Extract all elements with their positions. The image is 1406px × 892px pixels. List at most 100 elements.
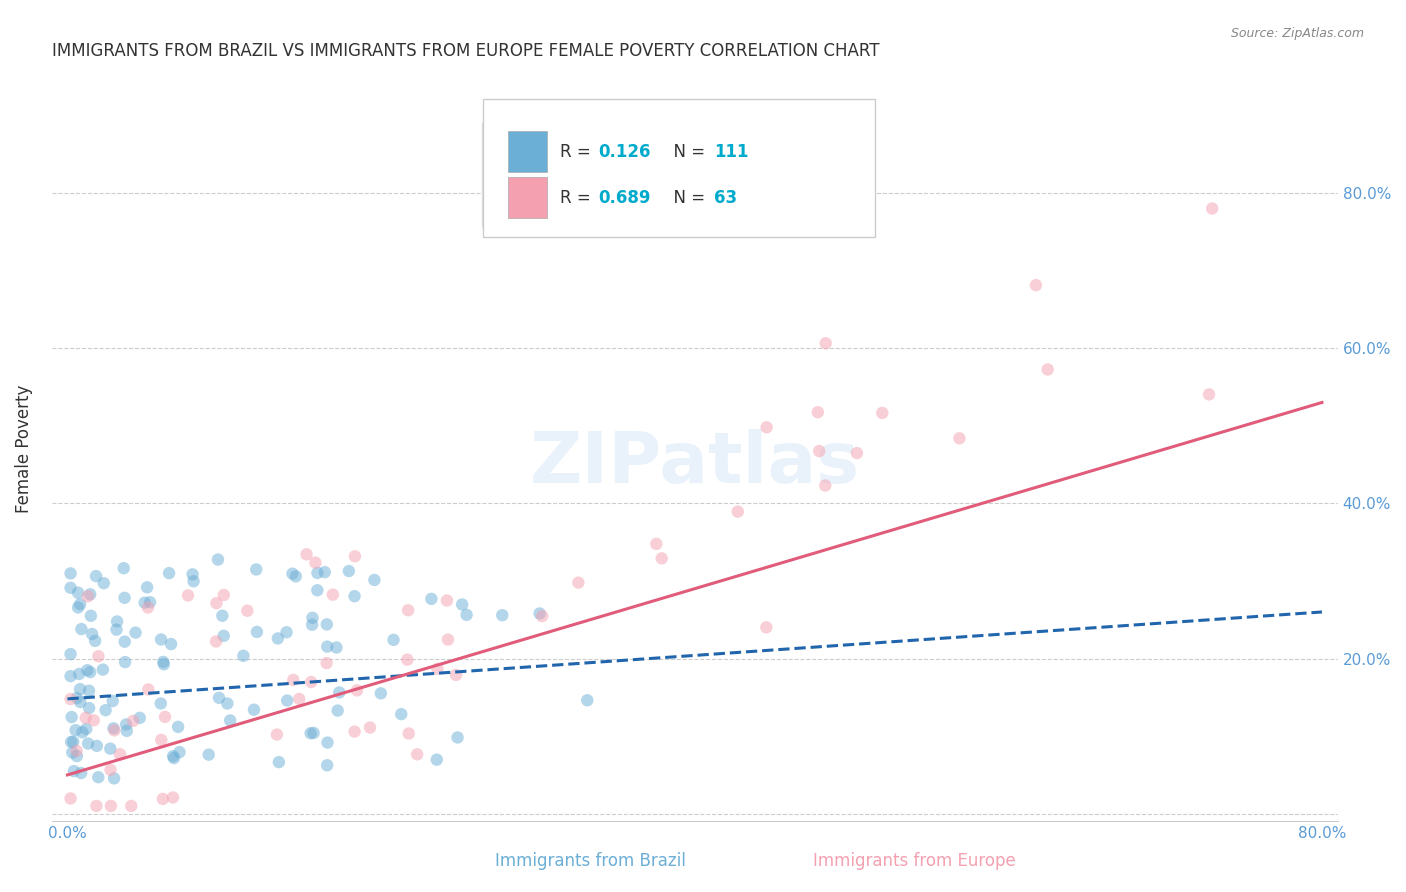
Point (76, 589, 98, 603)
Point (301, 617, 323, 632)
Point (727, 505, 749, 519)
Point (337, 564, 360, 578)
Point (325, 640, 347, 655)
Point (343, 549, 366, 564)
Point (134, 596, 156, 610)
Point (398, 726, 420, 740)
Point (62, 735, 84, 749)
Point (82, 627, 104, 641)
FancyBboxPatch shape (482, 99, 875, 236)
Point (389, 707, 412, 722)
Point (153, 710, 176, 724)
Point (316, 758, 339, 772)
Point (77, 683, 100, 698)
Text: 0.126: 0.126 (598, 143, 651, 161)
Point (396, 603, 419, 617)
Point (60, 746, 83, 760)
Point (103, 772, 125, 786)
Point (122, 714, 145, 728)
Point (114, 634, 136, 648)
Point (105, 615, 128, 629)
Bar (508, 178, 547, 219)
Point (808, 444, 831, 458)
Point (217, 697, 239, 711)
Point (152, 655, 174, 669)
Point (406, 747, 429, 762)
Point (304, 556, 326, 570)
Point (91, 663, 114, 677)
Point (157, 566, 180, 581)
Point (162, 790, 184, 805)
Point (149, 697, 172, 711)
Point (150, 732, 173, 747)
Point (281, 566, 304, 581)
Point (83, 714, 105, 728)
Point (576, 693, 599, 707)
Point (72, 725, 94, 739)
Point (115, 723, 138, 738)
Text: 111: 111 (714, 143, 748, 161)
Point (169, 745, 191, 759)
Point (211, 608, 233, 623)
Point (59, 566, 82, 581)
Point (651, 551, 673, 566)
Point (105, 623, 128, 637)
Point (343, 589, 366, 603)
Point (197, 747, 219, 762)
Point (755, 620, 778, 634)
Point (67, 667, 90, 681)
Point (94, 703, 117, 717)
Point (152, 792, 174, 806)
Point (437, 632, 460, 647)
Point (66, 749, 89, 764)
Point (114, 591, 136, 605)
Point (299, 726, 322, 740)
Point (948, 431, 970, 445)
Point (63, 764, 86, 778)
Point (205, 596, 228, 610)
Point (872, 406, 894, 420)
Point (100, 763, 122, 777)
Point (283, 673, 305, 687)
Point (207, 552, 229, 566)
Point (69, 682, 91, 697)
Point (100, 799, 122, 814)
Point (382, 632, 405, 647)
Text: R =: R = (560, 189, 596, 207)
Point (59, 647, 82, 661)
Point (86, 739, 108, 753)
Point (236, 604, 259, 618)
Point (456, 607, 478, 622)
Point (302, 726, 325, 740)
Point (84, 633, 107, 648)
Point (77, 701, 100, 715)
Point (307, 583, 329, 598)
Point (315, 617, 337, 632)
Point (77, 737, 100, 751)
Text: Immigrants from Brazil: Immigrants from Brazil (495, 852, 686, 870)
Point (567, 575, 589, 590)
Point (246, 624, 269, 639)
Point (84, 569, 107, 583)
Point (276, 625, 298, 640)
Y-axis label: Female Poverty: Female Poverty (15, 384, 32, 513)
Point (167, 720, 190, 734)
Point (299, 675, 322, 690)
Point (1036, 362, 1059, 376)
Point (328, 685, 350, 699)
Point (814, 336, 837, 351)
Text: N =: N = (662, 143, 710, 161)
Point (315, 656, 337, 670)
Text: 63: 63 (714, 189, 737, 207)
Point (1198, 387, 1220, 401)
Point (363, 573, 385, 587)
Point (343, 724, 366, 739)
Point (316, 640, 339, 654)
Point (846, 446, 869, 460)
Point (66, 691, 89, 706)
Text: ZIPatlas: ZIPatlas (530, 429, 859, 499)
Point (436, 593, 458, 607)
Point (128, 711, 150, 725)
Point (70, 622, 93, 636)
Point (426, 753, 449, 767)
